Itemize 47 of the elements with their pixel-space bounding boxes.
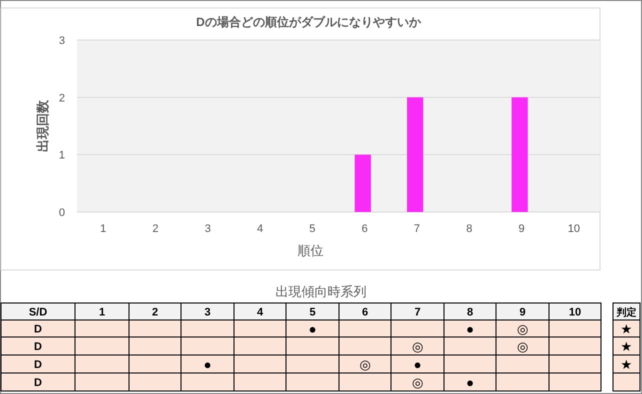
x-tick-label: 7 <box>414 306 421 318</box>
x-tick-label: 1 <box>100 223 106 235</box>
y-tick-label: 2 <box>58 92 65 104</box>
x-tick-label: 5 <box>309 223 316 235</box>
text: ◎ <box>412 375 423 390</box>
text: ● <box>466 375 474 390</box>
y2-tick-label: ★ <box>620 322 632 336</box>
x-tick-label: 8 <box>466 306 474 318</box>
text: ● <box>466 322 474 336</box>
x-tick-label: 2 <box>152 223 159 235</box>
chart-title: Dの場合どの順位がダブルになりやすいか <box>196 15 422 29</box>
text: ◎ <box>360 357 370 372</box>
y-axis-title: 出現回数 <box>35 99 50 152</box>
y-tick-label: D <box>34 324 42 336</box>
x-tick-label: 1 <box>98 306 106 318</box>
x-tick-label: 2 <box>152 306 158 318</box>
x-tick-label: 4 <box>256 306 264 318</box>
x-tick-label: 8 <box>466 223 472 235</box>
x-tick-label: 7 <box>414 223 420 235</box>
x-tick-label: 5 <box>309 306 316 318</box>
y-tick-label: 3 <box>58 35 65 47</box>
x-tick-label: 3 <box>204 223 211 235</box>
y-tick-label: 0 <box>58 207 65 219</box>
x-tick-label: 3 <box>204 306 211 318</box>
y-axis-title: S/D <box>28 306 48 318</box>
text: ● <box>414 357 422 372</box>
y2-tick-label: ★ <box>620 357 632 372</box>
x-tick-label: 6 <box>362 306 368 318</box>
chart-title: 出現傾向時系列 <box>276 284 366 299</box>
x-tick-label: 10 <box>568 306 582 318</box>
text: ◎ <box>412 339 423 354</box>
text: ● <box>204 357 212 372</box>
y-tick-label: 1 <box>58 150 65 162</box>
x-tick-label: 10 <box>568 223 580 235</box>
text: ◎ <box>517 322 528 336</box>
x-tick-label: 6 <box>362 223 368 235</box>
x-tick-label: 4 <box>256 223 264 235</box>
y-tick-label: D <box>34 377 42 389</box>
y-tick-label: D <box>34 341 42 353</box>
x-axis-title: 順位 <box>298 243 324 258</box>
y-tick-label: D <box>34 359 42 371</box>
y2-tick-label: ★ <box>620 339 632 354</box>
text: ● <box>308 322 316 336</box>
text: ◎ <box>517 339 528 354</box>
x-tick-label: 9 <box>519 306 526 318</box>
y2-axis-title: 判定 <box>616 306 636 318</box>
x-tick-label: 9 <box>518 223 525 235</box>
